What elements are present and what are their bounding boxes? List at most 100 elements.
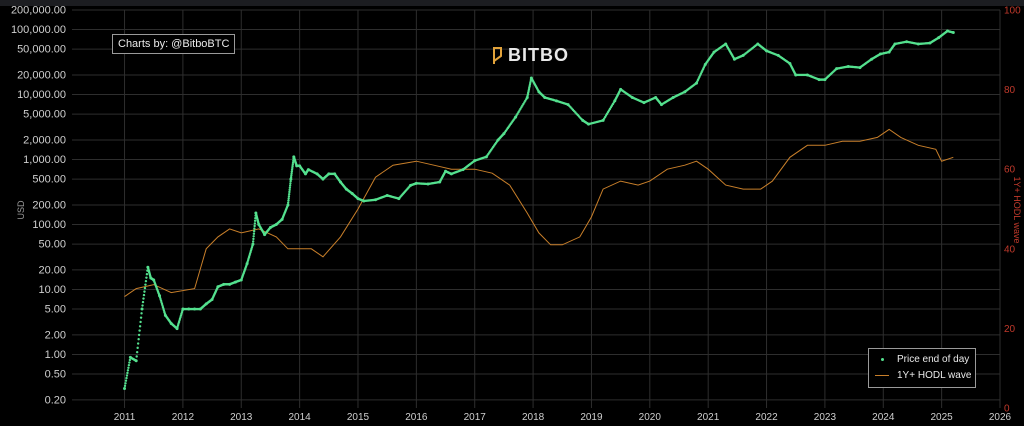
x-tick-label: 2023 bbox=[814, 412, 837, 423]
x-tick-label: 2012 bbox=[172, 412, 195, 423]
y-left-tick-label: 10.00 bbox=[38, 284, 66, 296]
price-point-interp bbox=[252, 235, 255, 238]
price-point bbox=[134, 359, 138, 363]
y-left-tick-label: 200,000.00 bbox=[11, 5, 66, 17]
price-point-interp bbox=[253, 219, 257, 223]
price-point-interp bbox=[125, 374, 129, 377]
y-left-tick-label: 200.00 bbox=[32, 199, 66, 211]
y-left-tick-label: 20.00 bbox=[38, 264, 66, 276]
y-left-tick-label: 5,000.00 bbox=[23, 109, 66, 121]
price-point-interp bbox=[290, 168, 294, 172]
price-point-interp bbox=[127, 363, 131, 367]
price-point-interp bbox=[137, 338, 140, 341]
y-left-tick-label: 50.00 bbox=[38, 239, 66, 251]
price-point-interp bbox=[252, 232, 256, 235]
price-point-interp bbox=[289, 180, 292, 183]
y-left-tick-label: 0.20 bbox=[45, 394, 66, 406]
price-point-interp bbox=[144, 279, 148, 283]
y-left-tick-label: 0.50 bbox=[45, 369, 66, 381]
price-point-interp bbox=[141, 300, 145, 304]
y-right-tick-label: 20 bbox=[1004, 324, 1016, 335]
price-point-interp bbox=[288, 186, 292, 189]
y-right-tick-label: 100 bbox=[1004, 6, 1021, 17]
x-tick-label: 2020 bbox=[639, 412, 662, 423]
x-tick-label: 2013 bbox=[230, 412, 253, 423]
price-point-interp bbox=[286, 201, 290, 204]
price-point-interp bbox=[253, 222, 257, 225]
price-point bbox=[286, 203, 290, 207]
legend-item-price[interactable]: Price end of day bbox=[875, 354, 969, 365]
price-point-interp bbox=[138, 325, 142, 328]
price-point-interp bbox=[124, 379, 128, 382]
grid-lines bbox=[72, 9, 1001, 408]
bitbo-logo-icon bbox=[493, 46, 502, 64]
x-tick-label: 2022 bbox=[755, 412, 778, 423]
y-axis-left-label: USD bbox=[16, 200, 26, 220]
x-tick-label: 2019 bbox=[580, 412, 603, 423]
price-point-interp bbox=[141, 304, 144, 307]
price-point-interp bbox=[252, 229, 256, 233]
x-tick-label: 2026 bbox=[989, 412, 1012, 423]
bitbo-logo-text: BITBO bbox=[508, 45, 569, 65]
legend-label-price: Price end of day bbox=[897, 354, 970, 365]
top-bar bbox=[0, 0, 1024, 6]
x-tick-label: 2021 bbox=[697, 412, 720, 423]
y-axis-right-label: 1Y+ HODL wave bbox=[1012, 177, 1022, 244]
x-tick-label: 2015 bbox=[347, 412, 370, 423]
price-point-interp bbox=[290, 170, 294, 173]
price-point bbox=[140, 307, 144, 311]
price-point-interp bbox=[145, 276, 148, 279]
price-point-interp bbox=[142, 293, 146, 297]
price-point-interp bbox=[140, 312, 143, 315]
legend-label-hodl: 1Y+ HODL wave bbox=[897, 370, 972, 381]
bitbo-logo: BITBO bbox=[492, 45, 569, 66]
x-tick-label: 2025 bbox=[931, 412, 954, 423]
y-left-tick-label: 100.00 bbox=[32, 219, 66, 231]
price-point-interp bbox=[288, 190, 291, 194]
hodl-line bbox=[124, 128, 954, 298]
price-point-interp bbox=[136, 342, 140, 345]
y-right-tick-label: 40 bbox=[1004, 244, 1016, 255]
price-point-interp bbox=[291, 163, 295, 166]
price-point-interp bbox=[291, 164, 294, 168]
price-point-interp bbox=[123, 384, 127, 388]
price-point-interp bbox=[291, 161, 295, 164]
y-left-tick-label: 2,000.00 bbox=[23, 134, 66, 146]
price-point-interp bbox=[253, 227, 256, 230]
x-tick-label: 2024 bbox=[872, 412, 895, 423]
price-point-interp bbox=[287, 195, 291, 198]
y-left-tick-label: 1.00 bbox=[45, 349, 66, 361]
right-axis-ticks: 0 20 40 60 80 100 bbox=[1004, 6, 1021, 415]
price-point-interp bbox=[251, 240, 255, 243]
price-point-interp bbox=[125, 376, 128, 380]
y-left-tick-label: 100,000.00 bbox=[11, 24, 66, 36]
price-swatch bbox=[875, 358, 889, 361]
y-left-tick-label: 10,000.00 bbox=[17, 89, 66, 101]
price-point-interp bbox=[128, 358, 132, 362]
hodl-series bbox=[124, 128, 954, 298]
price-point bbox=[289, 177, 293, 181]
price-point-interp bbox=[252, 237, 255, 241]
price-point-interp bbox=[126, 371, 129, 375]
y-left-tick-label: 50,000.00 bbox=[17, 44, 66, 56]
legend-item-hodl[interactable]: 1Y+ HODL wave bbox=[875, 370, 971, 381]
price-point-interp bbox=[136, 346, 139, 350]
price-point-interp bbox=[287, 197, 290, 200]
price-point-interp bbox=[287, 192, 291, 196]
price-point-interp bbox=[143, 286, 147, 290]
price-point-interp bbox=[127, 366, 130, 369]
price-point-interp bbox=[291, 166, 294, 170]
price-point-interp bbox=[137, 333, 141, 337]
price-point bbox=[951, 31, 955, 35]
x-tick-label: 2016 bbox=[405, 412, 428, 423]
price-point-interp bbox=[135, 355, 138, 358]
x-tick-label: 2018 bbox=[522, 412, 545, 423]
y-right-tick-label: 60 bbox=[1004, 165, 1016, 176]
price-point-interp bbox=[145, 272, 149, 276]
y-right-tick-label: 80 bbox=[1004, 85, 1016, 96]
price-point-interp bbox=[253, 224, 256, 228]
price-point-interp bbox=[290, 172, 293, 175]
price-series bbox=[123, 29, 955, 390]
price-point-interp bbox=[135, 350, 139, 354]
price-point-interp bbox=[139, 320, 142, 324]
